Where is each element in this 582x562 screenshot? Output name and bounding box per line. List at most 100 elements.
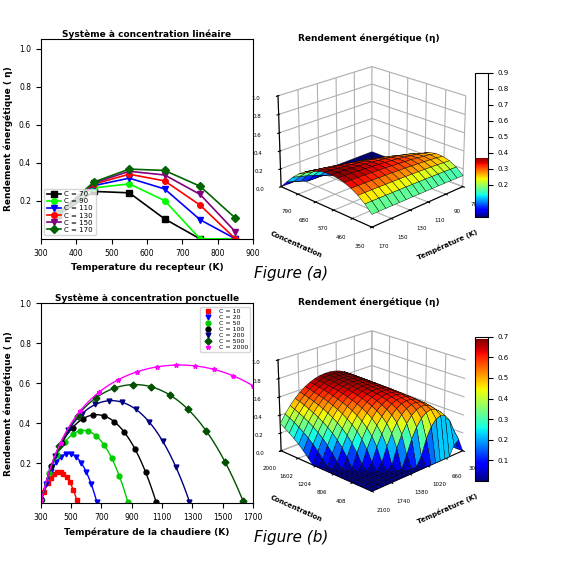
C = 100 — [90, 411, 97, 418]
C = 500 — [240, 498, 247, 505]
C = 200 — [132, 406, 139, 413]
C = 10 — [47, 475, 54, 482]
C = 70 — [197, 235, 204, 242]
C = 70 — [161, 216, 168, 223]
C = 100 — [111, 419, 118, 425]
C = 130 — [55, 210, 62, 217]
C = 70 — [126, 189, 133, 196]
Title: Système à concentration linéaire: Système à concentration linéaire — [62, 29, 232, 39]
C = 50 — [125, 499, 132, 506]
C = 500 — [93, 395, 100, 401]
C = 10 — [44, 480, 51, 487]
C = 50 — [85, 428, 92, 434]
C = 2000 — [134, 369, 141, 375]
C = 200 — [65, 427, 72, 433]
C = 500 — [38, 496, 45, 503]
Y-axis label: Rendement énergétique ( η): Rendement énergétique ( η) — [4, 331, 13, 475]
C = 100 — [69, 424, 76, 431]
C = 110 — [232, 235, 239, 242]
C = 150 — [55, 210, 62, 216]
C = 20 — [58, 454, 65, 460]
C = 2000 — [115, 377, 122, 383]
X-axis label: Température de la chaudiere (K): Température de la chaudiere (K) — [64, 527, 230, 537]
C = 2000 — [57, 439, 64, 446]
C = 200 — [79, 410, 86, 417]
C = 50 — [108, 455, 115, 461]
C = 200 — [172, 464, 179, 470]
C = 10 — [60, 470, 67, 477]
C = 70 — [232, 235, 239, 242]
Line: C = 500: C = 500 — [39, 382, 246, 504]
C = 2000 — [172, 362, 179, 369]
Line: C = 170: C = 170 — [56, 166, 238, 221]
C = 50 — [69, 431, 76, 438]
X-axis label: Température (K): Température (K) — [416, 492, 478, 525]
C = 10 — [41, 488, 48, 495]
Title: Rendement énergétique (η): Rendement énergétique (η) — [299, 34, 440, 43]
C = 500 — [166, 392, 173, 398]
Line: C = 150: C = 150 — [56, 169, 238, 235]
C = 170 — [161, 167, 168, 174]
C = 100 — [132, 446, 139, 452]
C = 10 — [70, 487, 77, 493]
C = 50 — [46, 470, 53, 477]
C = 2000 — [230, 373, 237, 379]
Y-axis label: Rendement énergétique ( η): Rendement énergétique ( η) — [4, 67, 13, 211]
C = 2000 — [38, 496, 45, 503]
C = 200 — [159, 438, 166, 445]
C = 500 — [74, 412, 81, 419]
C = 500 — [129, 381, 136, 388]
C = 2000 — [191, 362, 198, 369]
C = 130 — [126, 171, 133, 178]
C = 20 — [73, 454, 80, 460]
C = 200 — [38, 496, 45, 503]
C = 100 — [59, 439, 66, 446]
C = 150 — [232, 229, 239, 235]
C = 150 — [90, 180, 97, 187]
C = 20 — [43, 480, 50, 487]
C = 170 — [232, 215, 239, 221]
C = 130 — [90, 181, 97, 188]
Line: C = 90: C = 90 — [56, 181, 238, 242]
C = 100 — [100, 413, 107, 419]
C = 2000 — [154, 364, 161, 370]
C = 2000 — [250, 383, 257, 389]
C = 500 — [111, 385, 118, 392]
Line: C = 10: C = 10 — [39, 470, 79, 503]
C = 90 — [232, 235, 239, 242]
C = 20 — [63, 451, 70, 457]
C = 130 — [161, 178, 168, 184]
C = 170 — [126, 166, 133, 173]
C = 200 — [51, 453, 58, 460]
C = 90 — [126, 180, 133, 187]
C = 2000 — [76, 408, 83, 415]
C = 170 — [55, 210, 62, 216]
C = 500 — [184, 406, 191, 413]
C = 10 — [57, 469, 64, 475]
C = 50 — [54, 451, 61, 458]
Line: C = 130: C = 130 — [56, 171, 238, 242]
C = 20 — [38, 497, 45, 504]
X-axis label: Temperature du recepteur (K): Temperature du recepteur (K) — [70, 263, 223, 272]
C = 90 — [90, 184, 97, 191]
C = 150 — [197, 191, 204, 198]
Text: Figure (b): Figure (b) — [254, 531, 328, 545]
C = 70 — [55, 212, 62, 219]
Line: C = 50: C = 50 — [39, 428, 130, 505]
C = 20 — [93, 498, 100, 505]
C = 50 — [100, 441, 107, 448]
Legend: C = 10, C = 20, C = 50, C = 100, C = 200, C = 500, C = 2000: C = 10, C = 20, C = 50, C = 100, C = 200… — [200, 307, 250, 352]
C = 170 — [197, 183, 204, 189]
C = 110 — [90, 182, 97, 189]
C = 50 — [116, 473, 123, 479]
C = 130 — [232, 235, 239, 242]
C = 20 — [77, 459, 84, 466]
C = 20 — [87, 481, 94, 487]
C = 100 — [152, 499, 159, 506]
C = 10 — [66, 479, 73, 486]
C = 110 — [197, 216, 204, 223]
C = 20 — [83, 468, 90, 475]
C = 50 — [77, 427, 84, 434]
C = 150 — [126, 168, 133, 175]
Line: C = 2000: C = 2000 — [39, 362, 255, 502]
